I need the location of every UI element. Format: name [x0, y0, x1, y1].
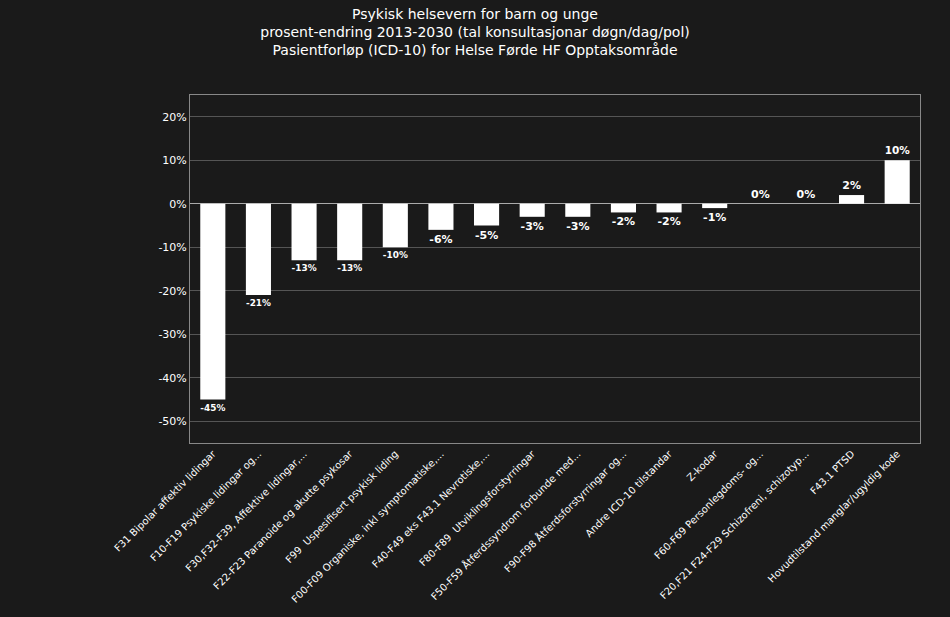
- svg-text:F22-F23 Paranoide og akutte ps: F22-F23 Paranoide og akutte psykosar: [211, 448, 355, 592]
- svg-text:F60-F69 Personlegdoms- og...: F60-F69 Personlegdoms- og...: [652, 448, 765, 561]
- svg-text:-13%: -13%: [337, 263, 362, 273]
- svg-text:-10%: -10%: [158, 241, 186, 254]
- svg-text:F10-F19 Psykiske lidingar og..: F10-F19 Psykiske lidingar og...: [148, 448, 263, 563]
- svg-text:F90-F98 Åtferdsforstyrringar o: F90-F98 Åtferdsforstyrringar og...: [502, 447, 629, 574]
- svg-text:20%: 20%: [162, 111, 186, 124]
- svg-text:Andre ICD-10 tilstandar: Andre ICD-10 tilstandar: [583, 448, 675, 540]
- svg-text:Z-kodar: Z-kodar: [685, 448, 721, 484]
- svg-text:F80-F89 Utviklingsforstyrring: F80-F89 Utviklingsforstyrringar: [417, 448, 538, 569]
- svg-text:-2%: -2%: [612, 215, 635, 228]
- svg-text:Psykisk helsevern for barn og: Psykisk helsevern for barn og ungeprosen…: [260, 6, 689, 58]
- svg-text:F31 Bipolar affektiv lidingar: F31 Bipolar affektiv lidingar: [112, 448, 218, 554]
- svg-text:-10%: -10%: [383, 250, 408, 260]
- svg-text:-5%: -5%: [475, 229, 498, 242]
- svg-text:-3%: -3%: [521, 220, 544, 233]
- svg-text:F99 Uspesifisert psykisk lidi: F99 Uspesifisert psykisk liding: [283, 448, 400, 565]
- svg-text:F40-F49 eks F43.1 Nevrotiske,.: F40-F49 eks F43.1 Nevrotiske,...: [370, 448, 492, 570]
- svg-text:-30%: -30%: [158, 328, 186, 341]
- svg-text:-45%: -45%: [200, 403, 225, 413]
- svg-text:F30,F32-F39, Affektive lidinga: F30,F32-F39, Affektive lidingar,...: [183, 448, 309, 574]
- svg-text:-40%: -40%: [158, 372, 186, 385]
- svg-text:-6%: -6%: [429, 233, 452, 246]
- svg-text:-21%: -21%: [246, 298, 271, 308]
- svg-text:0%: 0%: [797, 188, 816, 201]
- svg-text:-2%: -2%: [657, 215, 680, 228]
- svg-text:2%: 2%: [842, 179, 861, 192]
- svg-text:F50-F59 Åtferdssyndrom forbund: F50-F59 Åtferdssyndrom forbunde med...: [428, 447, 583, 602]
- svg-text:F20,F21 F24-F29 Schizofreni, s: F20,F21 F24-F29 Schizofreni, schizotyp..…: [658, 448, 811, 601]
- svg-text:-50%: -50%: [158, 415, 186, 428]
- svg-text:-1%: -1%: [703, 211, 726, 224]
- svg-text:-20%: -20%: [158, 285, 186, 298]
- svg-text:-13%: -13%: [292, 263, 317, 273]
- svg-text:0%: 0%: [169, 198, 186, 211]
- svg-text:10%: 10%: [885, 144, 911, 156]
- svg-text:0%: 0%: [751, 188, 770, 201]
- svg-text:F43.1 PTSD: F43.1 PTSD: [808, 448, 857, 497]
- svg-text:-3%: -3%: [566, 220, 589, 233]
- svg-text:F00-F09 Organiske, inkl sympto: F00-F09 Organiske, inkl symptomatiske,..…: [289, 448, 446, 605]
- svg-text:Hovudtilstand manglar/ugyldig: Hovudtilstand manglar/ugyldig kode: [766, 448, 902, 584]
- svg-text:10%: 10%: [162, 154, 186, 167]
